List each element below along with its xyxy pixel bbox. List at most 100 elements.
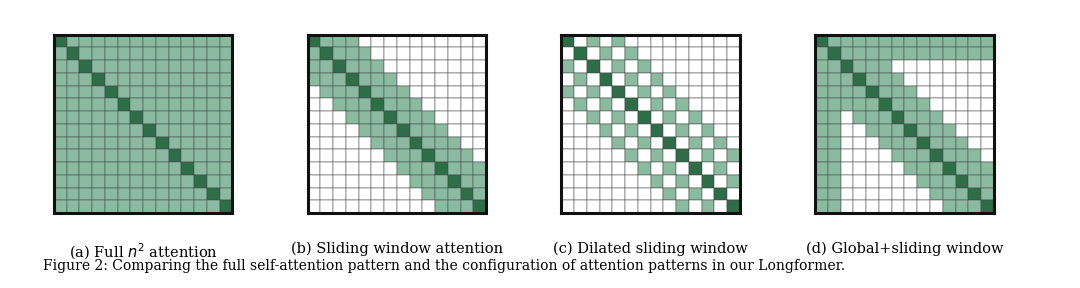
- Bar: [727, 111, 740, 124]
- Bar: [219, 137, 232, 149]
- Bar: [689, 73, 702, 86]
- Bar: [943, 162, 956, 175]
- Bar: [194, 73, 207, 86]
- Bar: [435, 111, 448, 124]
- Bar: [105, 137, 118, 149]
- Bar: [409, 98, 422, 111]
- Bar: [612, 47, 625, 60]
- Bar: [54, 200, 67, 213]
- Bar: [131, 200, 143, 213]
- Bar: [715, 187, 727, 200]
- Bar: [956, 124, 969, 137]
- Bar: [650, 149, 663, 162]
- Bar: [346, 149, 359, 162]
- Bar: [562, 137, 575, 149]
- Bar: [676, 187, 689, 200]
- Bar: [105, 98, 118, 111]
- Bar: [917, 47, 930, 60]
- Bar: [168, 98, 181, 111]
- Bar: [840, 175, 853, 187]
- Bar: [168, 35, 181, 47]
- Bar: [612, 137, 625, 149]
- Bar: [118, 60, 131, 73]
- Bar: [435, 98, 448, 111]
- Bar: [828, 162, 840, 175]
- Bar: [79, 73, 92, 86]
- Bar: [638, 35, 650, 47]
- Bar: [943, 111, 956, 124]
- Bar: [828, 47, 840, 60]
- Bar: [118, 47, 131, 60]
- Bar: [397, 47, 409, 60]
- Bar: [194, 149, 207, 162]
- Bar: [219, 187, 232, 200]
- Bar: [105, 187, 118, 200]
- Bar: [333, 149, 346, 162]
- Bar: [715, 98, 727, 111]
- Bar: [92, 187, 105, 200]
- Bar: [372, 200, 384, 213]
- Bar: [409, 200, 422, 213]
- Bar: [321, 111, 333, 124]
- Bar: [143, 60, 156, 73]
- Text: (a) Full $n^2$ attention: (a) Full $n^2$ attention: [69, 242, 217, 262]
- Bar: [448, 187, 461, 200]
- Bar: [702, 98, 715, 111]
- Bar: [181, 137, 194, 149]
- Text: Figure 2: Comparing the full self-attention pattern and the configuration of att: Figure 2: Comparing the full self-attent…: [43, 259, 846, 273]
- Bar: [969, 175, 981, 187]
- Bar: [904, 137, 917, 149]
- Bar: [105, 73, 118, 86]
- Bar: [79, 111, 92, 124]
- Bar: [79, 86, 92, 98]
- Bar: [840, 124, 853, 137]
- Bar: [131, 149, 143, 162]
- Bar: [727, 73, 740, 86]
- Bar: [562, 124, 575, 137]
- Bar: [892, 200, 904, 213]
- Bar: [676, 60, 689, 73]
- Bar: [879, 200, 892, 213]
- Bar: [689, 98, 702, 111]
- Bar: [118, 111, 131, 124]
- Bar: [981, 86, 994, 98]
- Bar: [702, 124, 715, 137]
- Bar: [702, 73, 715, 86]
- Bar: [727, 35, 740, 47]
- Bar: [409, 35, 422, 47]
- Bar: [397, 86, 409, 98]
- Bar: [321, 98, 333, 111]
- Bar: [422, 200, 435, 213]
- Bar: [372, 149, 384, 162]
- Bar: [359, 98, 372, 111]
- Bar: [194, 98, 207, 111]
- Bar: [67, 187, 79, 200]
- Bar: [346, 35, 359, 47]
- Bar: [333, 187, 346, 200]
- Bar: [194, 111, 207, 124]
- Bar: [79, 200, 92, 213]
- Bar: [321, 200, 333, 213]
- Bar: [599, 137, 612, 149]
- Bar: [727, 60, 740, 73]
- Bar: [969, 200, 981, 213]
- Bar: [879, 124, 892, 137]
- Bar: [461, 149, 473, 162]
- Bar: [473, 111, 486, 124]
- Bar: [181, 200, 194, 213]
- Bar: [359, 149, 372, 162]
- Bar: [828, 98, 840, 111]
- Bar: [168, 86, 181, 98]
- Bar: [866, 60, 879, 73]
- Bar: [321, 124, 333, 137]
- Bar: [956, 98, 969, 111]
- Bar: [599, 60, 612, 73]
- Bar: [943, 124, 956, 137]
- Bar: [168, 124, 181, 137]
- Bar: [105, 124, 118, 137]
- Bar: [207, 187, 219, 200]
- Bar: [461, 175, 473, 187]
- Bar: [384, 124, 397, 137]
- Bar: [625, 149, 638, 162]
- Bar: [473, 98, 486, 111]
